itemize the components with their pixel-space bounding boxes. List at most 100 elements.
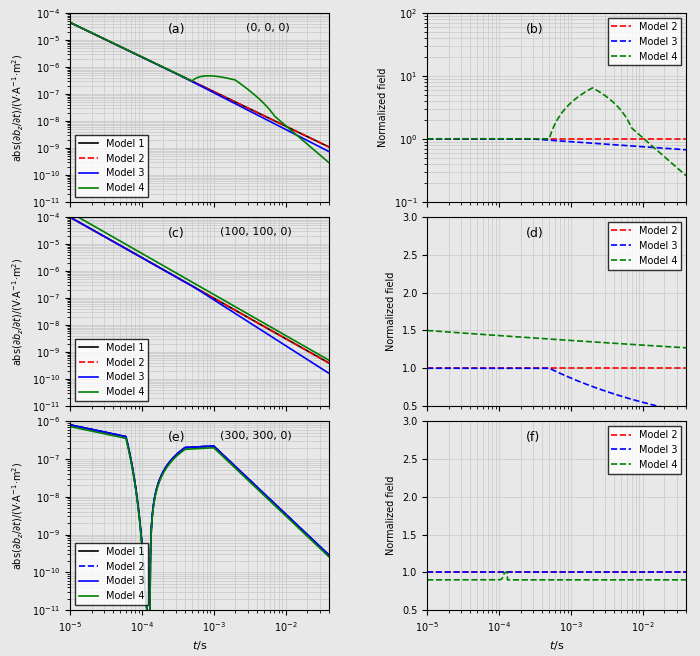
Model 1: [66, 421, 74, 429]
Model 3: [288, 129, 297, 137]
Model 4: [325, 356, 333, 364]
Line: Model 3: Model 3: [70, 217, 329, 373]
Model 2: [423, 135, 431, 143]
Model 3: [223, 304, 231, 312]
Model 4: [580, 89, 589, 96]
Model 4: [646, 342, 654, 350]
Model 4: [82, 26, 90, 34]
Model 3: [423, 568, 431, 576]
Line: Model 2: Model 2: [70, 425, 329, 611]
Model 4: [216, 73, 225, 81]
Model 4: [231, 464, 239, 472]
Model 4: [588, 338, 596, 346]
Legend: Model 2, Model 3, Model 4: Model 2, Model 3, Model 4: [608, 426, 681, 474]
Model 4: [216, 451, 225, 459]
Model 4: [262, 494, 271, 502]
Model 4: [647, 576, 655, 584]
Y-axis label: abs($\partial b_z/\partial t$)/(V·A$^{-1}$·m$^2$): abs($\partial b_z/\partial t$)/(V·A$^{-1…: [11, 53, 27, 162]
Model 2: [223, 302, 231, 310]
Model 4: [503, 568, 512, 576]
Legend: Model 1, Model 2, Model 3, Model 4: Model 1, Model 2, Model 3, Model 4: [75, 135, 148, 197]
Text: (300, 300, 0): (300, 300, 0): [220, 430, 292, 441]
Model 1: [223, 94, 231, 102]
Model 4: [288, 128, 297, 136]
Model 2: [620, 364, 628, 372]
Model 3: [325, 551, 333, 559]
Model 3: [325, 369, 333, 377]
Model 2: [262, 113, 270, 121]
Line: Model 4: Model 4: [427, 572, 686, 580]
Model 2: [588, 364, 596, 372]
Model 4: [439, 328, 447, 336]
Text: (f): (f): [526, 430, 540, 443]
Model 3: [646, 568, 654, 576]
Model 2: [439, 364, 447, 372]
Model 2: [66, 213, 74, 221]
Model 1: [66, 213, 74, 221]
Model 1: [289, 518, 298, 525]
Model 4: [66, 209, 74, 216]
Text: (100, 100, 0): (100, 100, 0): [220, 226, 292, 237]
Legend: Model 2, Model 3, Model 4: Model 2, Model 3, Model 4: [608, 222, 681, 270]
Model 2: [440, 135, 448, 143]
Model 4: [682, 172, 690, 180]
Legend: Model 1, Model 2, Model 3, Model 4: Model 1, Model 2, Model 3, Model 4: [75, 339, 148, 401]
Y-axis label: Normalized field: Normalized field: [386, 476, 396, 556]
Line: Model 4: Model 4: [70, 213, 329, 360]
Model 4: [223, 298, 231, 306]
Model 3: [682, 409, 690, 417]
Model 2: [144, 607, 153, 615]
Text: (b): (b): [526, 22, 543, 35]
Model 3: [223, 455, 232, 463]
Model 4: [325, 159, 333, 167]
Model 2: [288, 338, 297, 346]
X-axis label: $t$/s: $t$/s: [549, 639, 564, 652]
Text: (c): (c): [169, 226, 185, 239]
Model 3: [262, 115, 270, 123]
Legend: Model 2, Model 3, Model 4: Model 2, Model 3, Model 4: [608, 18, 681, 66]
Model 2: [646, 568, 654, 576]
Model 3: [289, 518, 298, 525]
Line: Model 4: Model 4: [427, 88, 686, 176]
Model 3: [580, 568, 589, 576]
Model 3: [439, 364, 447, 372]
Model 3: [216, 449, 225, 457]
Model 4: [423, 327, 431, 335]
Model 3: [423, 135, 431, 143]
Model 2: [574, 135, 582, 143]
Model 2: [82, 26, 90, 34]
Model 3: [588, 382, 596, 390]
Model 2: [66, 421, 74, 429]
Model 2: [646, 364, 654, 372]
Y-axis label: abs($\partial b_z/\partial t$)/(V·A$^{-1}$·m$^2$): abs($\partial b_z/\partial t$)/(V·A$^{-1…: [11, 257, 27, 366]
Model 3: [588, 139, 596, 147]
Model 4: [439, 135, 447, 143]
Model 3: [144, 607, 153, 615]
Model 2: [682, 568, 690, 576]
Model 3: [439, 568, 447, 576]
Model 2: [580, 568, 589, 576]
Line: Model 2: Model 2: [70, 217, 329, 363]
Model 4: [289, 519, 298, 527]
Model 1: [216, 449, 225, 457]
Model 4: [573, 337, 582, 345]
Model 2: [620, 135, 629, 143]
Model 1: [231, 306, 239, 314]
Model 4: [223, 74, 231, 82]
Model 3: [325, 148, 333, 155]
Model 3: [573, 138, 582, 146]
Line: Model 1: Model 1: [70, 22, 329, 147]
Model 3: [231, 310, 239, 318]
Model 4: [231, 76, 239, 84]
Model 3: [66, 421, 74, 429]
Model 2: [325, 143, 333, 151]
Model 1: [325, 359, 333, 367]
Model 1: [262, 113, 270, 121]
Model 3: [216, 92, 225, 100]
Line: Model 2: Model 2: [70, 22, 329, 147]
Model 1: [82, 222, 90, 230]
Model 4: [682, 576, 690, 584]
Model 3: [620, 393, 628, 401]
Text: (d): (d): [526, 226, 543, 239]
Line: Model 4: Model 4: [70, 426, 329, 611]
